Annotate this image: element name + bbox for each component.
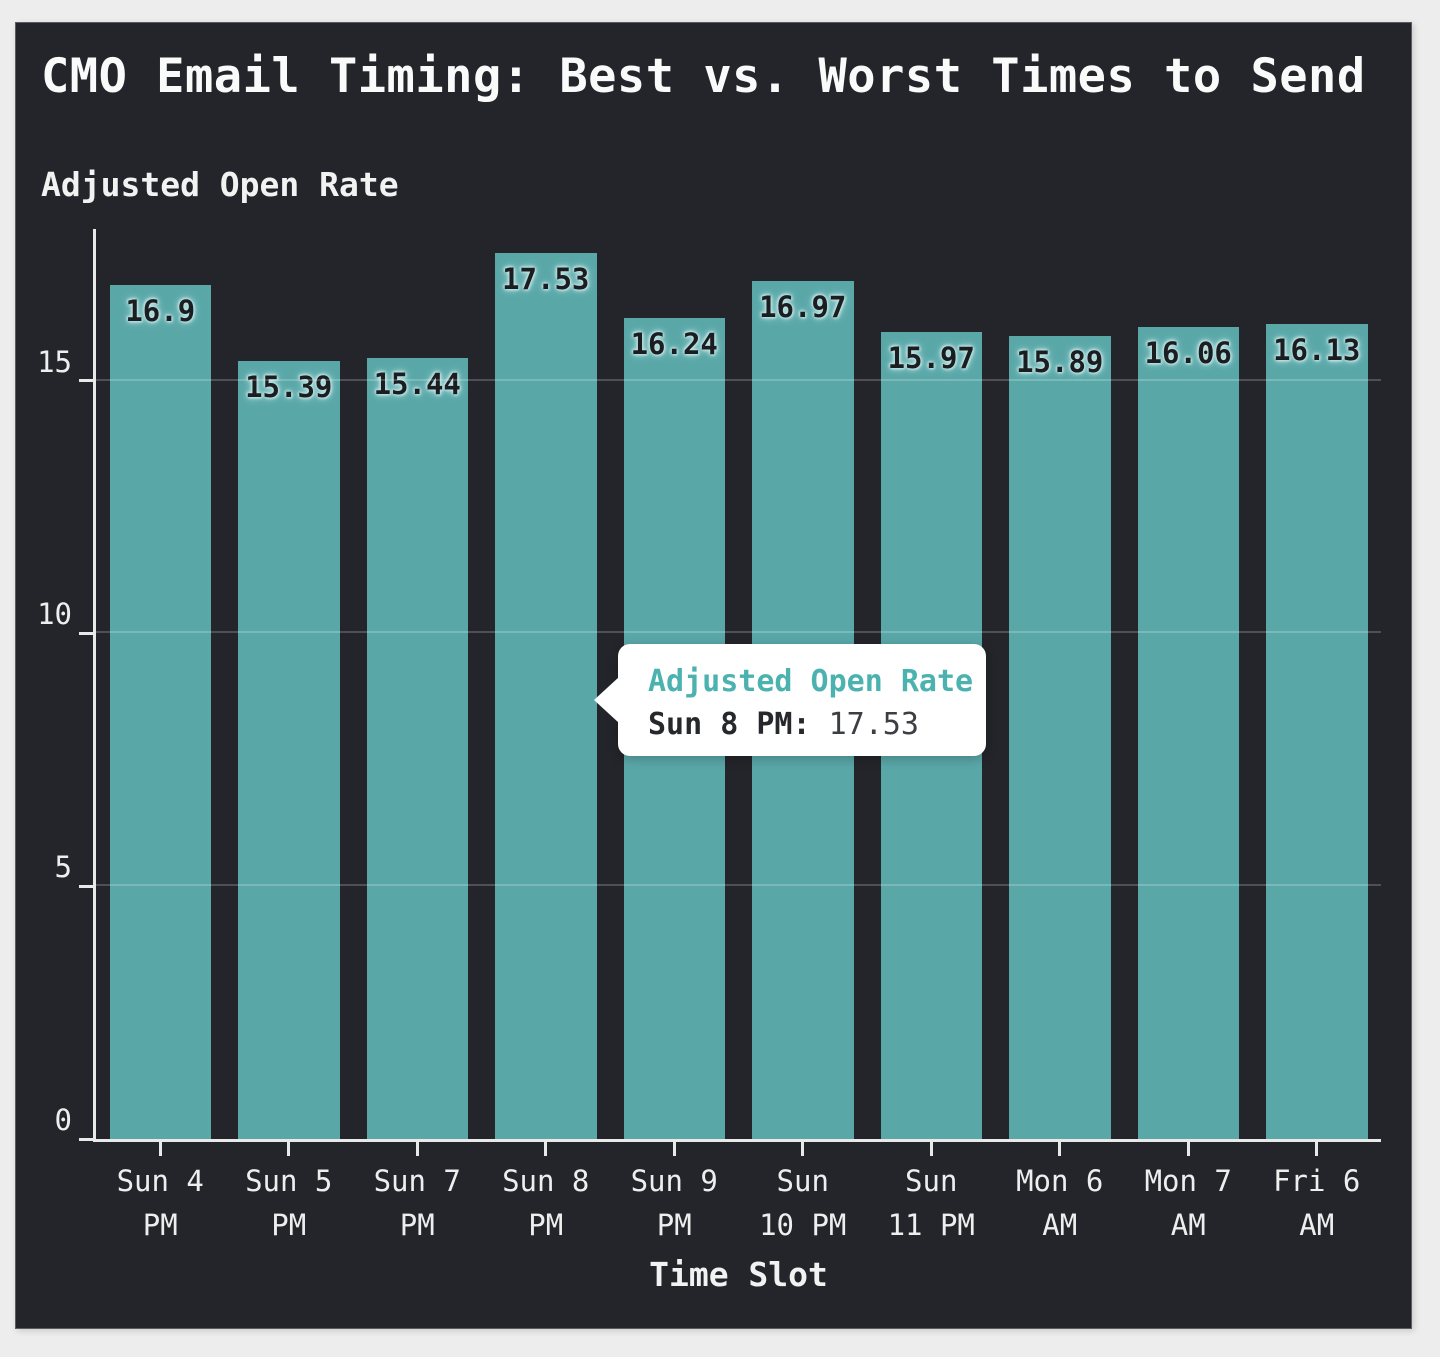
x-tick-label: Sun 4 PM bbox=[83, 1159, 237, 1247]
y-tick-label-10: 10 bbox=[37, 597, 72, 632]
x-tick-label-line: Sun 7 bbox=[373, 1164, 461, 1198]
x-tick-label-line: Mon 6 bbox=[1016, 1164, 1104, 1198]
bar-slot-fri-6-am: 16.13 Fri 6 AM bbox=[1253, 229, 1382, 1242]
tooltip: Adjusted Open Rate Sun 8 PM: 17.53 bbox=[594, 644, 986, 756]
x-tick-label-line: 11 PM bbox=[887, 1208, 975, 1242]
x-tick bbox=[672, 1142, 676, 1156]
x-tick bbox=[1315, 1142, 1319, 1156]
bar-sun-5-pm[interactable]: 15.39 bbox=[238, 360, 340, 1139]
x-tick-label: Sun 7 PM bbox=[340, 1159, 494, 1247]
bar-sun-4-pm[interactable]: 16.9 bbox=[109, 284, 211, 1139]
y-axis-title: Adjusted Open Rate bbox=[41, 165, 399, 204]
x-tick-label-line: Sun 8 bbox=[502, 1164, 590, 1198]
chart-title: CMO Email Timing: Best vs. Worst Times t… bbox=[41, 49, 1366, 104]
bar-slot-sun-5-pm: 15.39 Sun 5 PM bbox=[225, 229, 354, 1242]
x-tick-label-line: Sun 4 bbox=[116, 1164, 204, 1198]
x-tick bbox=[1058, 1142, 1062, 1156]
x-tick-label-line: PM bbox=[528, 1208, 564, 1242]
y-tick-label-0: 0 bbox=[54, 1103, 72, 1137]
x-tick-label-line: PM bbox=[656, 1208, 692, 1242]
bar-value-label: 15.44 bbox=[373, 367, 461, 402]
tooltip-value: 17.53 bbox=[828, 707, 919, 742]
bar-slot-mon-6-am: 15.89 Mon 6 AM bbox=[996, 229, 1125, 1242]
bar-value-label: 16.9 bbox=[125, 293, 196, 328]
x-axis-title: Time Slot bbox=[649, 1255, 828, 1294]
x-tick-label-line: Sun 5 bbox=[245, 1164, 333, 1198]
bar-sun-8-pm[interactable]: 17.53 bbox=[495, 252, 597, 1139]
bar-sun-7-pm[interactable]: 15.44 bbox=[366, 358, 468, 1139]
x-tick-label-line: PM bbox=[271, 1208, 307, 1242]
bar-mon-7-am[interactable]: 16.06 bbox=[1137, 327, 1239, 1139]
x-tick bbox=[415, 1142, 419, 1156]
x-tick-label-line: AM bbox=[1170, 1208, 1206, 1242]
plot-area: 0 5 10 15 16.9 Sun 4 PM 15.39 Sun 5 PM 15.44 Sun 7… bbox=[37, 229, 1382, 1242]
x-tick bbox=[1186, 1142, 1190, 1156]
x-tick-label: Sun 8 PM bbox=[469, 1159, 623, 1247]
bar-value-label: 16.97 bbox=[759, 290, 847, 325]
bar-value-label: 16.13 bbox=[1273, 332, 1361, 367]
x-tick bbox=[929, 1142, 933, 1156]
x-tick-label: Sun 9 PM bbox=[597, 1159, 751, 1247]
chart-panel: CMO Email Timing: Best vs. Worst Times t… bbox=[15, 22, 1412, 1329]
y-tick-10 bbox=[79, 631, 93, 635]
x-tick-label: Fri 6 AM bbox=[1240, 1159, 1394, 1247]
y-tick-label-5: 5 bbox=[54, 850, 72, 885]
bar-slot-sun-4-pm: 16.9 Sun 4 PM bbox=[96, 229, 225, 1242]
x-tick-label-line: Mon 7 bbox=[1144, 1164, 1232, 1198]
y-tick-label-15: 15 bbox=[37, 344, 72, 379]
x-tick-label: Mon 6 AM bbox=[983, 1159, 1137, 1247]
bar-value-label: 15.97 bbox=[887, 340, 975, 375]
x-tick bbox=[801, 1142, 805, 1156]
bar-value-label: 16.06 bbox=[1144, 336, 1232, 371]
tooltip-series-name: Adjusted Open Rate bbox=[648, 664, 974, 699]
bar-series: 16.9 Sun 4 PM 15.39 Sun 5 PM 15.44 Sun 7 PM 17.53… bbox=[96, 229, 1382, 1242]
y-tick-5 bbox=[79, 884, 93, 888]
gridline-y-10 bbox=[96, 631, 1381, 634]
x-tick-label-line: AM bbox=[1042, 1208, 1078, 1242]
bar-value-label: 15.39 bbox=[245, 369, 333, 404]
x-tick-label: Sun 5 PM bbox=[212, 1159, 366, 1247]
bar-slot-mon-7-am: 16.06 Mon 7 AM bbox=[1124, 229, 1253, 1242]
x-tick bbox=[287, 1142, 291, 1156]
y-tick-0 bbox=[79, 1137, 93, 1141]
bar-slot-sun-8-pm: 17.53 Sun 8 PM bbox=[482, 229, 611, 1242]
bar-value-label: 16.24 bbox=[630, 326, 718, 361]
x-tick-label-line: PM bbox=[399, 1208, 435, 1242]
tooltip-value-row: Sun 8 PM: 17.53 bbox=[648, 707, 986, 742]
x-tick bbox=[158, 1142, 162, 1156]
tooltip-category-label: Sun 8 PM: bbox=[648, 707, 811, 742]
x-tick-label-line: Fri 6 bbox=[1273, 1164, 1361, 1198]
bar-value-label: 15.89 bbox=[1016, 344, 1104, 379]
bar-slot-sun-7-pm: 15.44 Sun 7 PM bbox=[353, 229, 482, 1242]
x-tick-label: Sun 10 PM bbox=[726, 1159, 880, 1247]
x-tick-label: Mon 7 AM bbox=[1111, 1159, 1265, 1247]
x-tick-label: Sun 11 PM bbox=[854, 1159, 1008, 1247]
gridline-y-15 bbox=[96, 378, 1381, 381]
bar-value-label: 17.53 bbox=[502, 261, 590, 296]
bar-fri-6-am[interactable]: 16.13 bbox=[1266, 323, 1368, 1139]
y-axis-line bbox=[93, 229, 96, 1142]
x-tick-label-line: PM bbox=[142, 1208, 178, 1242]
x-tick-label-line: Sun bbox=[905, 1164, 958, 1198]
x-tick-label-line: Sun 9 bbox=[630, 1164, 718, 1198]
x-tick bbox=[544, 1142, 548, 1156]
x-tick-label-line: AM bbox=[1299, 1208, 1335, 1242]
x-axis-line bbox=[93, 1139, 1381, 1142]
x-tick-label-line: Sun bbox=[776, 1164, 829, 1198]
y-tick-15 bbox=[79, 379, 93, 383]
bar-mon-6-am[interactable]: 15.89 bbox=[1009, 335, 1111, 1139]
x-tick-label-line: 10 PM bbox=[759, 1208, 847, 1242]
gridline-y-5 bbox=[96, 884, 1381, 887]
